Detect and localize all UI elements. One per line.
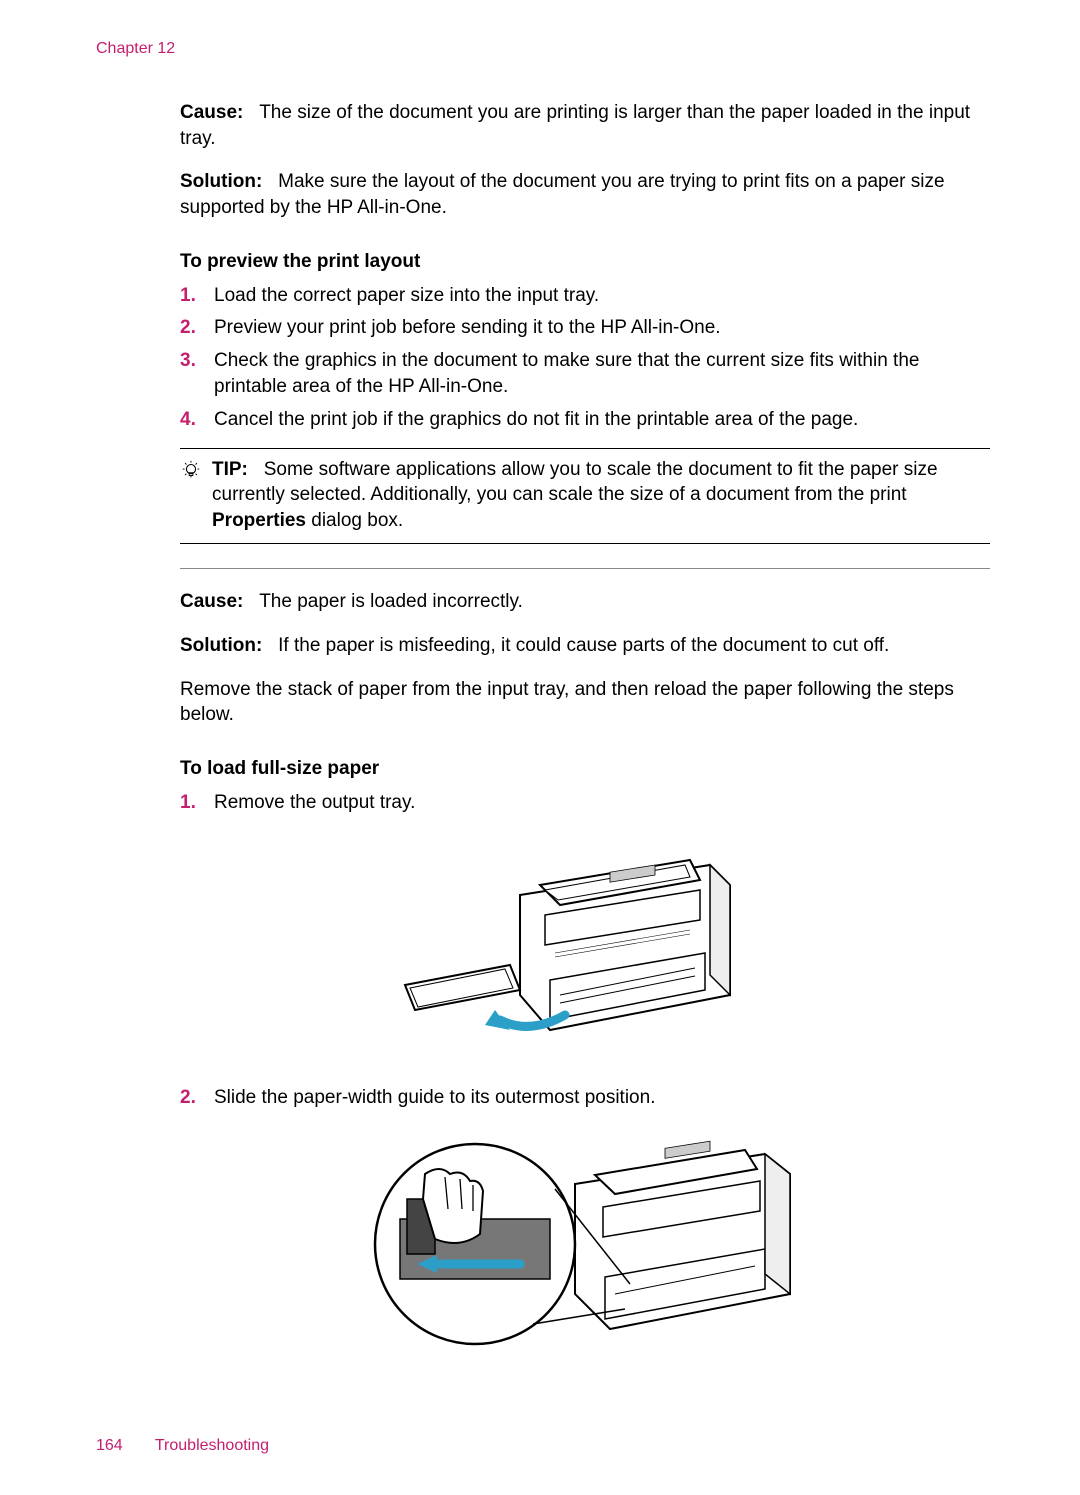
tip-text: TIP: Some software applications allow yo… <box>212 457 990 534</box>
list-number: 3. <box>180 348 214 375</box>
list-item: 3. Check the graphics in the document to… <box>180 348 990 401</box>
solution-label-1: Solution: <box>180 171 262 192</box>
list-text: Check the graphics in the document to ma… <box>214 348 990 401</box>
list-text: Preview your print job before sending it… <box>214 315 990 342</box>
list-text: Remove the output tray. <box>214 790 990 817</box>
extra-para: Remove the stack of paper from the input… <box>180 677 990 728</box>
solution-text-2: If the paper is misfeeding, it could cau… <box>278 635 889 656</box>
solution-para-2: Solution: If the paper is misfeeding, it… <box>180 633 990 659</box>
cause-para-2: Cause: The paper is loaded incorrectly. <box>180 589 990 615</box>
list-text: Load the correct paper size into the inp… <box>214 283 990 310</box>
preview-heading: To preview the print layout <box>180 251 990 273</box>
list-text: Slide the paper-width guide to its outer… <box>214 1085 990 1112</box>
printer-image-2 <box>180 1129 990 1384</box>
list-text: Cancel the print job if the graphics do … <box>214 407 990 434</box>
list-number: 1. <box>180 283 214 310</box>
load-heading: To load full-size paper <box>180 758 990 780</box>
list-item: 2. Preview your print job before sending… <box>180 315 990 342</box>
load-steps: 1. Remove the output tray. <box>180 790 990 817</box>
cause-text-1: The size of the document you are printin… <box>180 102 970 149</box>
load-steps-2: 2. Slide the paper-width guide to its ou… <box>180 1085 990 1112</box>
cause-para-1: Cause: The size of the document you are … <box>180 100 990 151</box>
list-number: 2. <box>180 1085 214 1112</box>
section-divider <box>180 568 990 569</box>
tip-bold: Properties <box>212 510 306 531</box>
lightbulb-icon <box>180 459 206 486</box>
footer-section: Troubleshooting <box>155 1437 269 1454</box>
cause-text-2: The paper is loaded incorrectly. <box>259 591 523 612</box>
tip-box: TIP: Some software applications allow yo… <box>180 448 990 545</box>
preview-steps: 1. Load the correct paper size into the … <box>180 283 990 434</box>
cause-label-2: Cause: <box>180 591 243 612</box>
printer-image-1 <box>180 835 990 1060</box>
list-number: 4. <box>180 407 214 434</box>
list-number: 1. <box>180 790 214 817</box>
page-footer: 164 Troubleshooting <box>96 1437 269 1455</box>
tip-body-before: Some software applications allow you to … <box>212 459 938 506</box>
chapter-header: Chapter 12 <box>96 40 990 58</box>
list-item: 4. Cancel the print job if the graphics … <box>180 407 990 434</box>
list-item: 2. Slide the paper-width guide to its ou… <box>180 1085 990 1112</box>
list-number: 2. <box>180 315 214 342</box>
page-number: 164 <box>96 1437 123 1454</box>
cause-label-1: Cause: <box>180 102 243 123</box>
solution-text-1: Make sure the layout of the document you… <box>180 171 945 218</box>
tip-body-after: dialog box. <box>306 510 403 531</box>
list-item: 1. Load the correct paper size into the … <box>180 283 990 310</box>
solution-para-1: Solution: Make sure the layout of the do… <box>180 169 990 220</box>
page-content: Cause: The size of the document you are … <box>180 100 990 1384</box>
list-item: 1. Remove the output tray. <box>180 790 990 817</box>
solution-label-2: Solution: <box>180 635 262 656</box>
tip-label: TIP: <box>212 459 248 480</box>
